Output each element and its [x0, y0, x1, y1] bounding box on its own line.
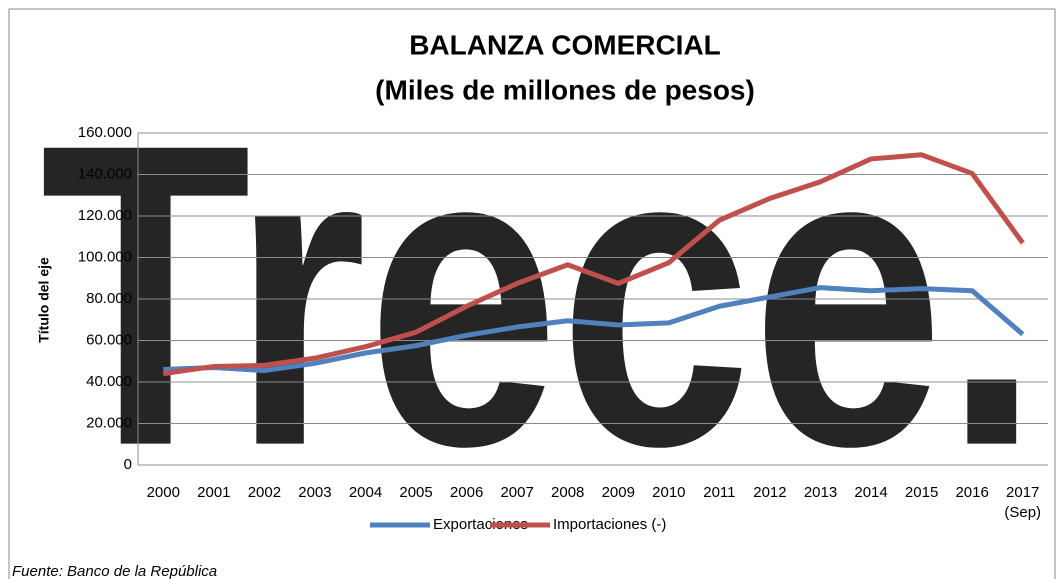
y-tick-label: 120.000 [78, 207, 132, 224]
x-tick-label: 2014 [854, 484, 888, 501]
y-axis-title: Título del eje [36, 257, 52, 343]
x-tick-label: 2010 [652, 484, 686, 501]
legend-label: Exportaciones [433, 516, 528, 533]
x-tick-label: 2013 [803, 484, 838, 501]
x-tick-label: 2011 [703, 484, 736, 501]
watermark: Trece. [40, 56, 1040, 536]
x-tick-label: 2001 [197, 484, 231, 501]
y-tick-label: 60.000 [86, 331, 132, 348]
x-tick-label: 2009 [601, 484, 635, 501]
x-tick-label: 2000 [146, 484, 180, 501]
x-tick-label: 2005 [399, 484, 433, 501]
y-tick-label: 0 [124, 456, 132, 473]
x-tick-label: 2003 [298, 484, 332, 501]
series-line [163, 285, 1025, 374]
y-tick-label: 100.000 [78, 248, 132, 265]
x-tick-label: 2006 [449, 484, 484, 501]
legend-label: Importaciones (-) [553, 516, 666, 533]
x-tick-label: 2015 [904, 484, 939, 501]
y-tick-label: 160.000 [78, 124, 132, 141]
y-tick-label: 20.000 [86, 414, 132, 431]
chart-title: BALANZA COMERCIAL [409, 29, 721, 60]
x-tick-label: 2012 [753, 484, 787, 501]
x-tick-label: 2017 (Sep) [1004, 484, 1042, 521]
x-tick-label: 2016 [955, 484, 989, 501]
y-tick-label: 80.000 [86, 290, 132, 307]
chart-frame [8, 8, 1056, 579]
x-tick-label: 2004 [348, 484, 383, 501]
chart-subtitle: (Miles de millones de pesos) [375, 74, 755, 105]
y-tick-label: 40.000 [86, 373, 132, 390]
x-tick-label: 2002 [247, 484, 282, 501]
x-tick-label: 2007 [500, 484, 534, 501]
source-note: Fuente: Banco de la República [12, 563, 217, 579]
x-tick-label: 2008 [551, 484, 585, 501]
series-line [162, 152, 1025, 377]
y-tick-label: 140.000 [78, 165, 132, 182]
